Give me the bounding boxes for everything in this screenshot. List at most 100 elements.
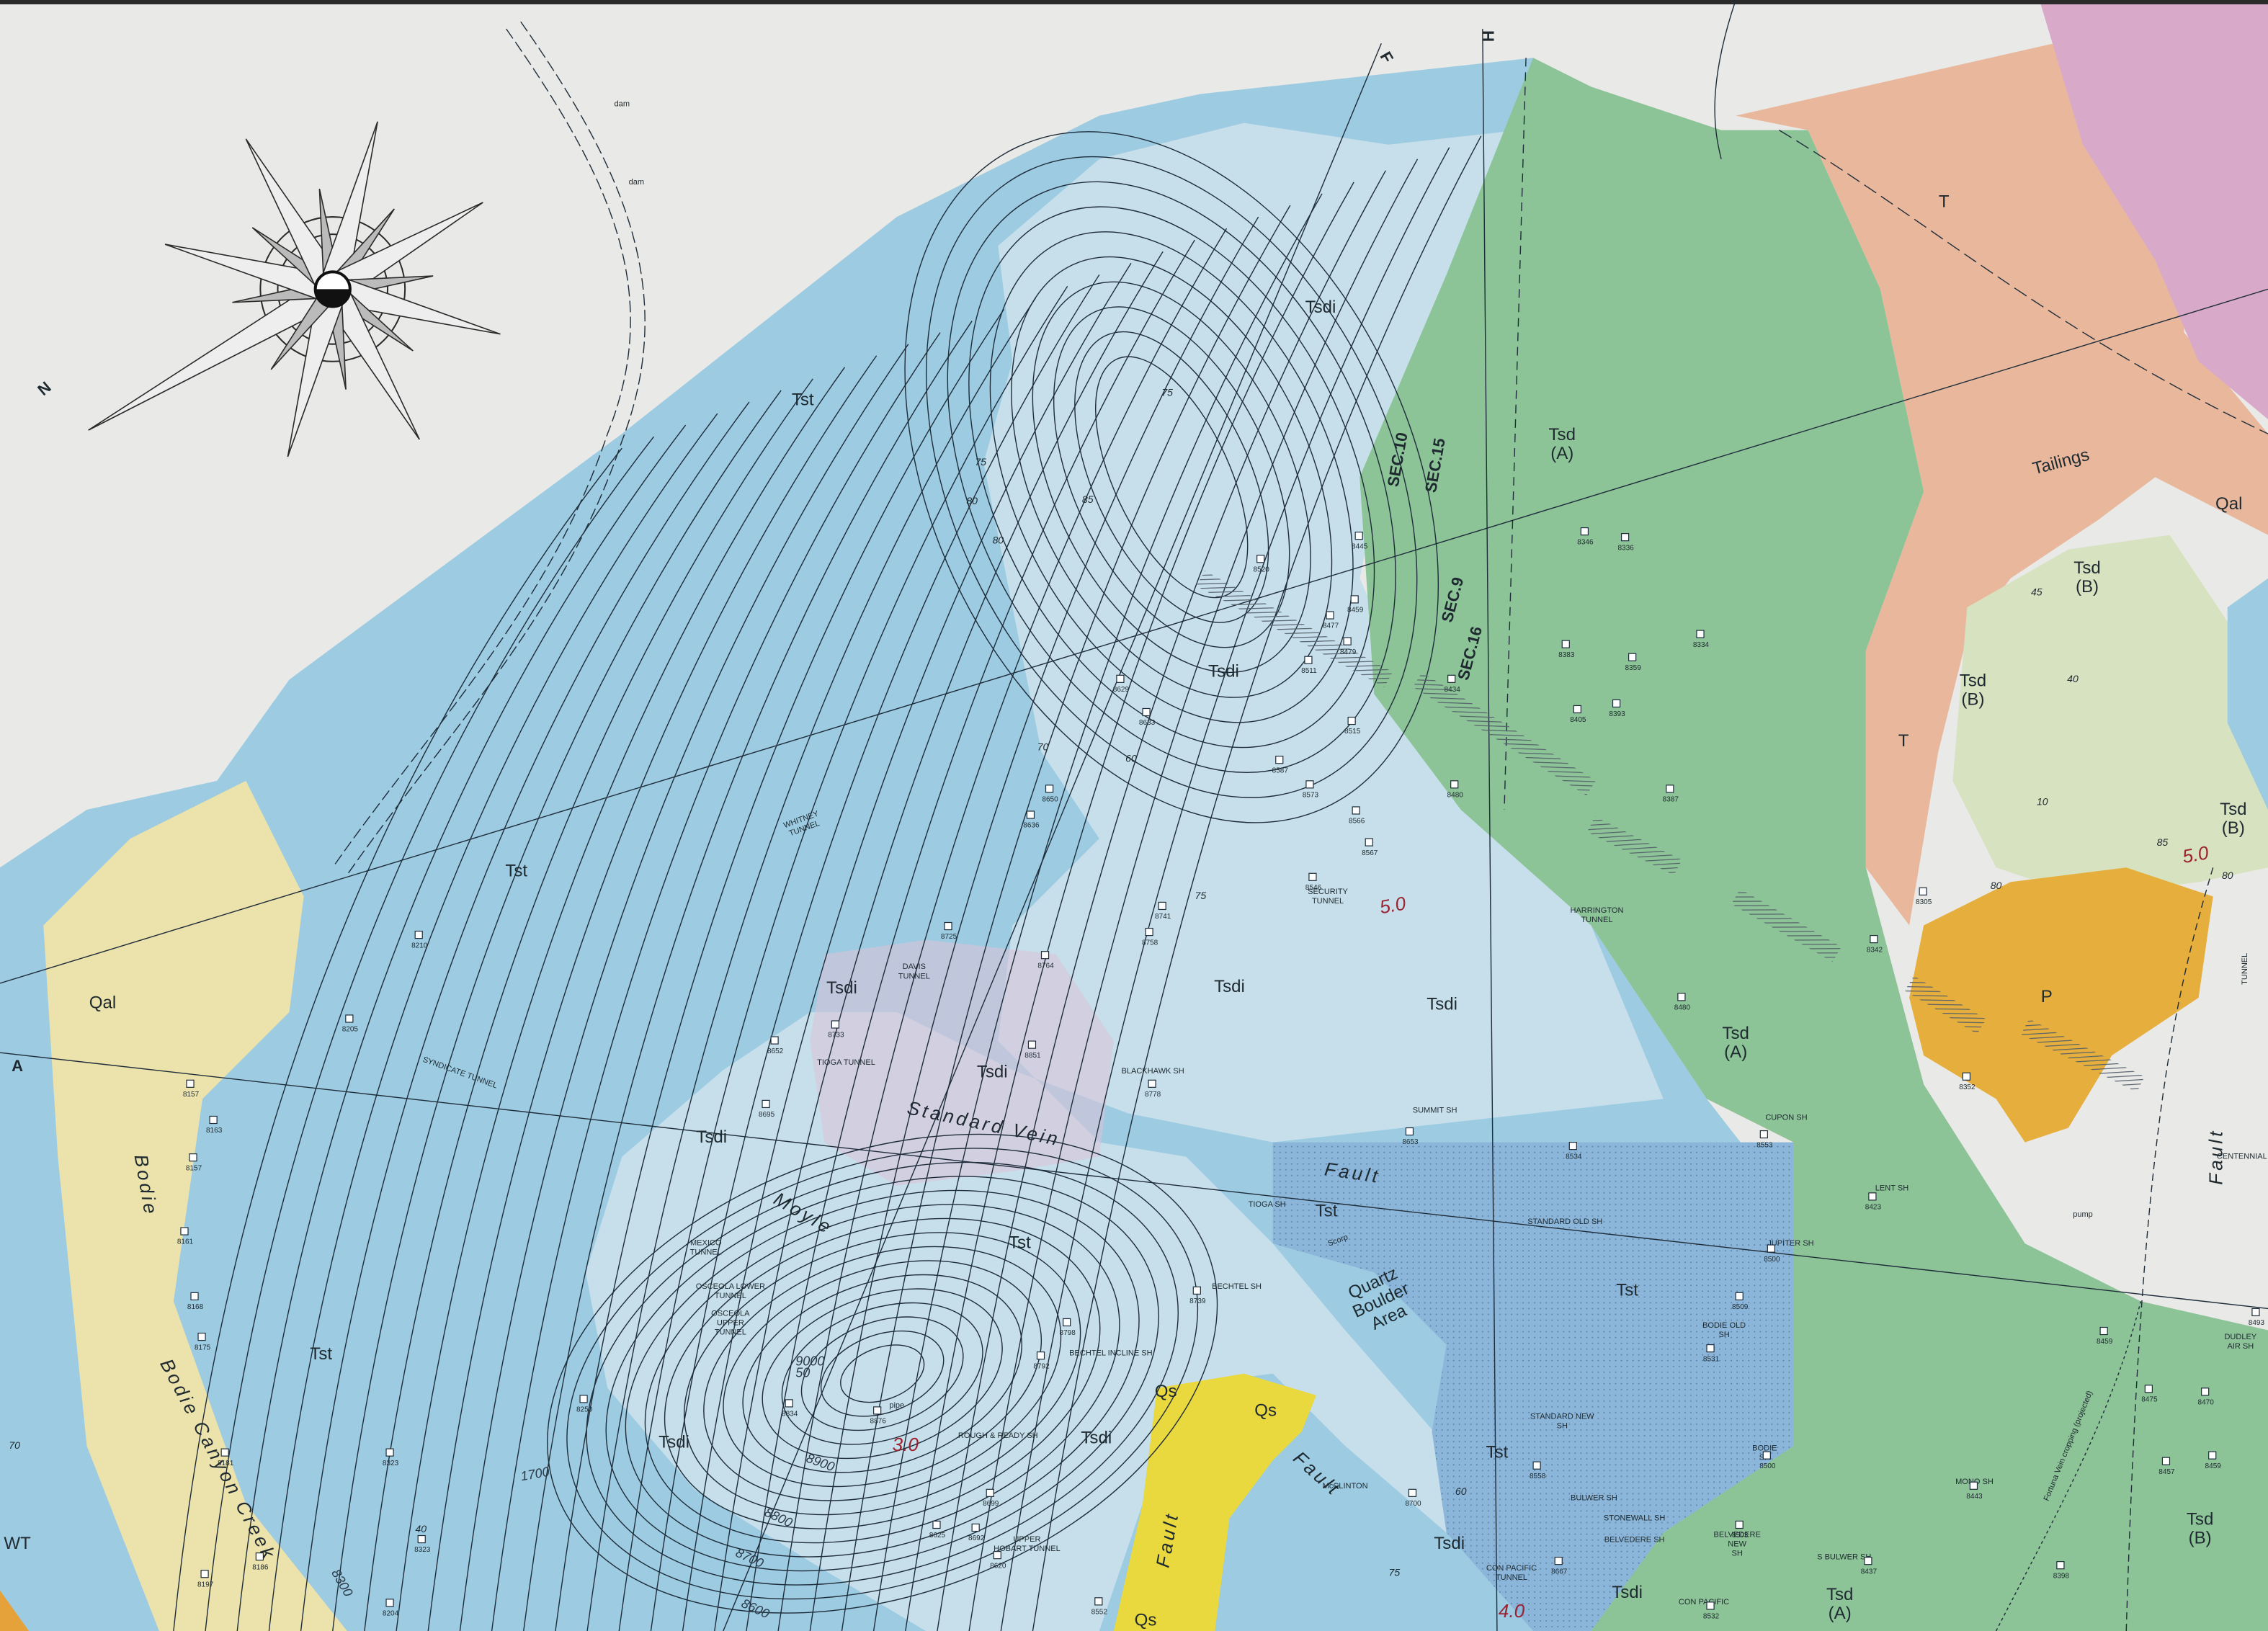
shaft-symbol [1759, 1130, 1768, 1139]
shaft-symbol [1573, 705, 1581, 714]
elevation-label: 8186 [252, 1563, 269, 1571]
unit-label-line: Tsd [2220, 800, 2246, 819]
elevation-label: 8470 [2198, 1399, 2215, 1407]
shaft-symbol [1706, 1344, 1715, 1353]
structure-contour [300, 401, 750, 1631]
contour [644, 1204, 1120, 1544]
elevation-label: 8163 [206, 1127, 223, 1135]
vein-band [1904, 975, 1986, 1035]
dip-label: 80 [2222, 870, 2233, 881]
unit-label: Tst [1316, 1201, 1338, 1220]
dip-label: 60 [1125, 752, 1137, 764]
elevation-label: 8534 [1566, 1153, 1582, 1161]
elevation-label: 8653 [1402, 1138, 1419, 1146]
contour [800, 1316, 964, 1431]
shaft-symbol [2144, 1385, 2153, 1393]
elevation-label: 8157 [183, 1091, 200, 1099]
structure-contour [396, 367, 846, 1631]
elevation-label: 8546 [1305, 884, 1322, 892]
elevation-label: 8792 [1033, 1362, 1050, 1370]
elevation-label: 8741 [1155, 913, 1171, 921]
elevation-label: 8459 [2097, 1338, 2113, 1346]
elevation-label: 8477 [1323, 622, 1339, 630]
red-label: 5.0 [1378, 892, 1408, 918]
shaft-symbol [345, 1014, 354, 1023]
shaft-symbol [1308, 872, 1317, 881]
place-label-line: MEXICO [690, 1239, 722, 1248]
unit-label-line: Tsd [1960, 671, 1986, 691]
contour [1053, 306, 1290, 648]
elevation-label: 8509 [1732, 1303, 1749, 1311]
unit-label: Qs [1254, 1400, 1277, 1420]
elevation-label: 8587 [1272, 767, 1289, 774]
contour-label: 9000 [795, 1354, 824, 1368]
place-label: BODIE OLD SH [1702, 1321, 1746, 1339]
shaft-symbol [1620, 533, 1630, 542]
elevation-label: 8457 [2158, 1468, 2175, 1476]
place-label: S BULWER SH [1817, 1553, 1871, 1562]
section-line-f [723, 43, 1382, 1631]
shaft-symbol [944, 921, 952, 931]
elevation-label: 8834 [782, 1411, 798, 1418]
structure-contour [937, 170, 1386, 1631]
place-label: STANDARD OLD SH [1527, 1217, 1602, 1226]
shaft-symbol [200, 1570, 209, 1578]
place-label: BECHTEL SH [1212, 1282, 1262, 1291]
elevation-label: 8725 [941, 933, 957, 941]
contour [904, 131, 1439, 823]
elevation-label: 8434 [1445, 686, 1461, 694]
shaft-symbol [2208, 1451, 2217, 1460]
compass-rose [88, 121, 501, 457]
structure-contour [905, 182, 1354, 1631]
structure-contour [746, 239, 1195, 1631]
place-label-line: BODIE [1752, 1444, 1777, 1453]
shaft-symbol [1026, 810, 1035, 819]
place-label-line: NEW [1728, 1540, 1746, 1548]
place-label-line: TUNNEL [1496, 1573, 1527, 1582]
shaft-symbol [1450, 780, 1459, 789]
shaft-symbol [1192, 1286, 1201, 1295]
elevation-label: 8520 [1254, 566, 1270, 573]
contour [947, 181, 1396, 774]
place-label-line: TUNNEL [715, 1328, 746, 1336]
contour [820, 1330, 945, 1417]
unit-label: Tsd (B) [1960, 671, 1986, 710]
place-label: SECURITY TUNNEL [1308, 888, 1348, 906]
structure-contour [173, 447, 622, 1631]
shaft-symbol [1116, 674, 1125, 683]
section-label: A [12, 1057, 23, 1075]
shaft-symbol [1405, 1127, 1414, 1136]
shaft-symbol [993, 1551, 1001, 1560]
elevation-label: 8459 [1347, 607, 1364, 615]
unit-label-line: Tsd [2073, 558, 2100, 578]
vein-band [1587, 816, 1682, 876]
unit-label-line: (B) [2189, 1529, 2212, 1548]
shaft-symbol [1350, 595, 1359, 604]
unit-label-line: (A) [1829, 1604, 1852, 1623]
structure-contour [682, 262, 1132, 1631]
unit-label-line: Tsd [1826, 1585, 1853, 1604]
section-line-h [1482, 29, 1498, 1631]
shaft-symbol [1256, 555, 1265, 563]
elevation-label: 8336 [1617, 544, 1634, 552]
structure-contour [427, 355, 878, 1631]
shaft-symbol [1696, 630, 1705, 638]
shaft-symbol [579, 1395, 588, 1403]
compass-ring [277, 233, 389, 345]
elevation-label: 8667 [1551, 1568, 1568, 1576]
place-label: ROUGH & READY SH [958, 1431, 1038, 1440]
unit-label: Tsdi [1208, 662, 1239, 682]
elevation-label: 8558 [1530, 1473, 1546, 1480]
elevation-label: 8323 [383, 1460, 399, 1467]
shaft-symbol [1568, 1142, 1577, 1150]
shaft-symbol [1554, 1557, 1563, 1565]
shaft-symbol [1767, 1244, 1775, 1253]
elevation-label: 8168 [187, 1303, 204, 1311]
contour-label: 50 [795, 1366, 810, 1380]
vein-band [1196, 571, 1393, 687]
shaft-symbol [2161, 1457, 2171, 1465]
compass-ring [259, 216, 406, 362]
